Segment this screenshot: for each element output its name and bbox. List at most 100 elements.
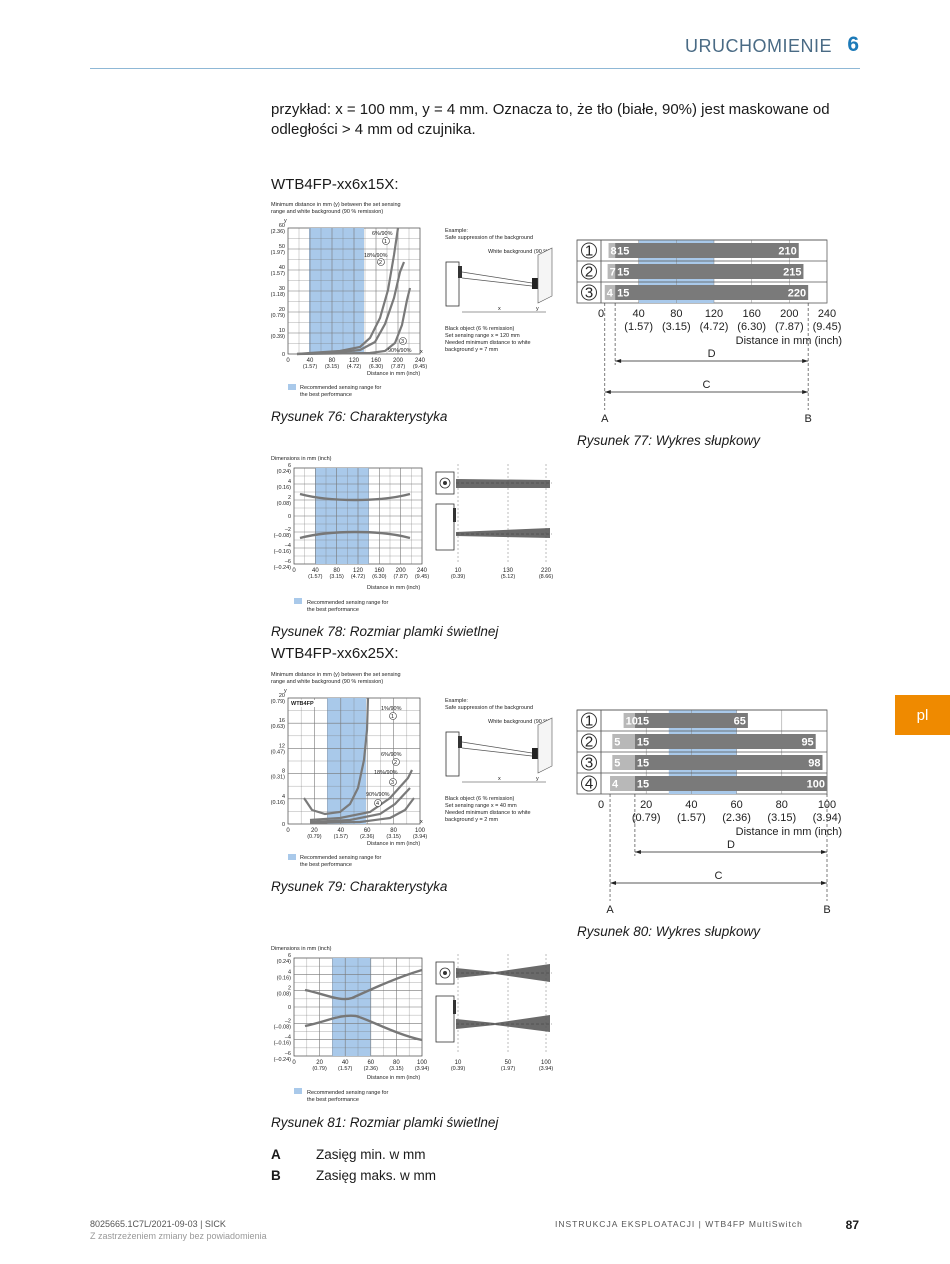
y-tick-sub: (0.31) [271, 775, 286, 781]
section-title-25x: WTB4FP-xx6x25X: [271, 645, 399, 662]
bar-start-label: 15 [617, 267, 629, 279]
x-tick-label: 40 [307, 358, 314, 364]
legend-text-line2: the best performance [300, 862, 352, 868]
model-badge: WTB4FP [291, 701, 314, 707]
x-tick-sub: (6.30) [737, 321, 766, 333]
x-tick-label: 120 [353, 568, 364, 574]
y-tick-sub: (0.24) [277, 959, 292, 965]
curve-90-90 [296, 287, 412, 356]
y-tick-label: 6 [288, 953, 291, 959]
chapter-title: URUCHOMIENIE [684, 36, 832, 56]
figure-79-characteristic: Minimum distance in mm (y) between the s… [271, 672, 553, 868]
y-tick-sub: (0.16) [277, 975, 292, 981]
bar-range-segment [634, 713, 748, 728]
x-tick-label: 80 [393, 1060, 400, 1066]
distance-tick-sub: (0.39) [451, 1066, 466, 1072]
x-tick-label: 40 [342, 1060, 349, 1066]
spot-upper-curve [299, 492, 411, 502]
bar-end-label: 215 [783, 267, 801, 279]
label-a: A [606, 904, 614, 916]
y-tick-label: 0 [288, 1005, 291, 1011]
x-axis-label: Distance in mm (inch) [736, 826, 842, 838]
figure-80-caption: Rysunek 80: Wykres słupkowy [577, 924, 761, 939]
legend-text-line1: Recommended sensing range for [307, 600, 388, 606]
x-tick-sub: (7.87) [393, 574, 408, 580]
svg-text:y: y [536, 776, 539, 782]
bar-start-label: 15 [637, 758, 649, 770]
row-marker-label: 2 [585, 734, 593, 751]
x-tick-sub: (2.36) [364, 1066, 379, 1072]
legend-text-line2: the best performance [300, 392, 352, 398]
x-tick-sub: (9.45) [413, 364, 428, 370]
label-b: B [823, 904, 830, 916]
bar-min-label: 7 [610, 267, 616, 279]
curve-90-90 [309, 797, 415, 825]
y-tick-label: 12 [279, 743, 285, 749]
bar-start-label: 15 [617, 246, 629, 258]
curve-label-90-90: 90%/90% [366, 792, 390, 798]
x-tick-label: 80 [776, 799, 788, 811]
y-tick-label: –2 [285, 1018, 291, 1024]
bar-min-segment [623, 713, 635, 728]
legend-swatch [288, 384, 296, 390]
return-beam [461, 277, 533, 287]
y-tick-sub: (0.47) [271, 749, 286, 755]
distance-tick: 220 [541, 568, 552, 574]
legend-item-b: B Zasięg maks. w mm [271, 1168, 436, 1183]
y-tick-label: 20 [279, 307, 285, 313]
x-tick-label: 20 [640, 799, 652, 811]
x-tick-label: 160 [374, 568, 385, 574]
white-bg-label: White background (90 %) [488, 719, 550, 725]
svg-text:2: 2 [394, 760, 397, 766]
black-object [532, 278, 541, 289]
spot-upper-curve [304, 968, 423, 1001]
bar-range-segment [615, 243, 799, 258]
distance-tick: 130 [503, 568, 514, 574]
x-tick-label: 80 [390, 828, 397, 834]
svg-text:1: 1 [384, 239, 387, 245]
x-tick-sub: (4.72) [347, 364, 362, 370]
spot-lower-curve [304, 1014, 423, 1042]
y-tick-sub: (1.97) [271, 250, 286, 256]
marker-2 [392, 758, 400, 766]
x-tick-label: 200 [396, 568, 407, 574]
x-tick-label: 200 [393, 358, 404, 364]
dimension-c-label: C [715, 870, 723, 882]
x-tick-sub: (3.15) [325, 364, 340, 370]
row-marker-label: 3 [585, 755, 593, 772]
bar-range-segment [634, 755, 823, 770]
bar-start-label: 15 [637, 737, 649, 749]
figure-79-caption: Rysunek 79: Charakterystyka [271, 879, 448, 894]
distance-tick-sub: (8.66) [539, 574, 554, 580]
x-axis-label: Distance in mm (inch) [367, 1075, 420, 1081]
x-tick-sub: (1.57) [308, 574, 323, 580]
x-tick-label: 20 [311, 828, 318, 834]
x-tick-label: 160 [371, 358, 382, 364]
y-tick-label: 0 [288, 514, 291, 520]
y-tick-sub: (0.08) [277, 501, 292, 507]
x-tick-sub: (6.30) [372, 574, 387, 580]
footer-left: 8025665.1C7L/2021-09-03 | SICK Z zastrze… [90, 1218, 267, 1242]
x-tick-label: 60 [730, 799, 742, 811]
distance-tick: 50 [505, 1060, 512, 1066]
x-tick-label: 120 [349, 358, 360, 364]
row-marker-label: 2 [585, 264, 593, 281]
y-tick-sub: (0.08) [277, 992, 292, 998]
distance-tick-sub: (3.94) [539, 1066, 554, 1072]
example-note-3: Needed minimum distance to white [445, 810, 531, 816]
x-tick-label: 100 [417, 1060, 428, 1066]
bar-end-label: 65 [734, 716, 746, 728]
curve-label-90-90: 90%/90% [388, 348, 412, 354]
legend-text-line1: Recommended sensing range for [307, 1090, 388, 1096]
x-axis-label: Distance in mm (inch) [367, 585, 420, 591]
x-tick-label: 80 [670, 308, 682, 320]
example-note-4: background y = 2 mm [445, 817, 498, 823]
bar-min-segment [604, 285, 616, 300]
x-tick-label: 40 [685, 799, 697, 811]
chart-title-line2: range and white background (90 % remissi… [271, 679, 383, 685]
x-tick-sub: (4.72) [700, 321, 729, 333]
x-tick-label: 40 [633, 308, 645, 320]
example-title: Example: [445, 228, 468, 234]
language-tab[interactable]: pl [895, 695, 950, 735]
chart-title-line1: Minimum distance in mm (y) between the s… [271, 202, 401, 208]
